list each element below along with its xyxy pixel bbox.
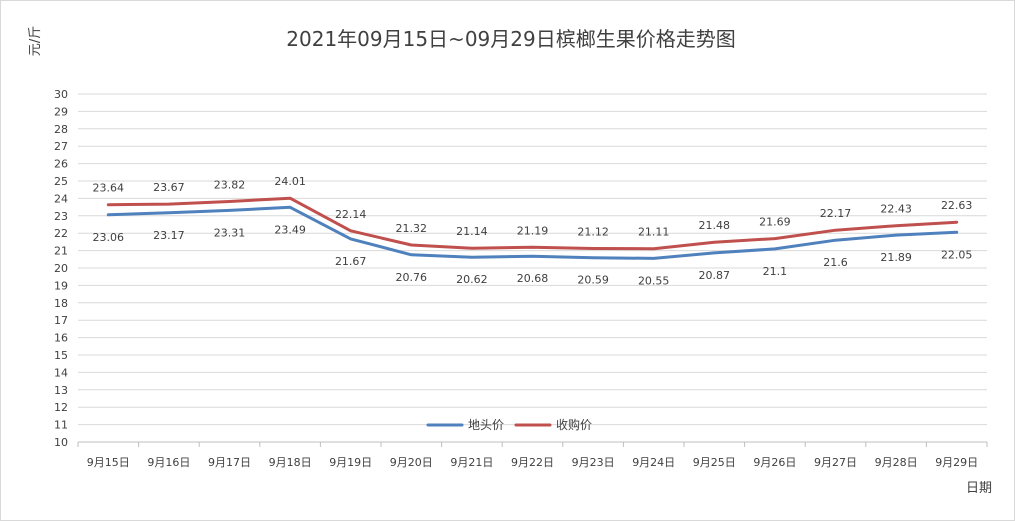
y-axis-ticks: 10 11 12 13 14 15 16 17 18 19 20 21 22 23 24 25 26 27 28 29… (54, 88, 68, 449)
data-label: 21.6 (823, 256, 848, 269)
series-line-ditou (106, 205, 959, 260)
data-label: 20.62 (456, 273, 488, 286)
x-tick-label: 9月29日 (935, 456, 978, 469)
y-tick-label: 20 (54, 262, 68, 275)
data-label: 20.87 (699, 269, 731, 282)
data-label: 21.12 (577, 226, 609, 239)
data-label: 23.49 (274, 223, 306, 236)
data-label: 23.17 (153, 229, 185, 242)
x-tick-label: 9月17日 (208, 456, 251, 469)
data-labels: 23.06 23.17 23.31 23.49 21.67 20.76 20.62 20.68… (93, 175, 973, 287)
gridlines (78, 93, 987, 443)
y-tick-label: 27 (54, 140, 68, 153)
x-tick-label: 9月20日 (390, 456, 433, 469)
series-line-shougou (106, 196, 959, 251)
y-tick-label: 28 (54, 123, 68, 136)
data-label: 22.63 (941, 199, 973, 212)
data-label: 23.31 (214, 226, 246, 239)
y-tick-label: 19 (54, 279, 68, 292)
data-label: 20.59 (577, 274, 609, 287)
data-label: 24.01 (274, 175, 306, 188)
data-label: 21.32 (396, 222, 428, 235)
x-tick-label: 9月27日 (814, 456, 857, 469)
y-tick-label: 18 (54, 297, 68, 310)
y-tick-label: 26 (54, 158, 68, 171)
data-label: 21.67 (335, 255, 367, 268)
y-tick-label: 23 (54, 210, 68, 223)
y-tick-label: 11 (54, 419, 68, 432)
data-label: 22.17 (820, 207, 852, 220)
y-tick-label: 15 (54, 349, 68, 362)
y-tick-label: 29 (54, 105, 68, 118)
data-label: 21.11 (638, 226, 670, 239)
legend-label: 地头价 (468, 418, 504, 432)
x-tick-label: 9月25日 (693, 456, 736, 469)
x-tick-label: 9月21日 (450, 456, 493, 469)
data-label: 23.67 (153, 181, 185, 194)
y-tick-label: 25 (54, 175, 68, 188)
data-label: 23.82 (214, 179, 246, 192)
y-tick-label: 12 (54, 401, 68, 414)
data-label: 20.68 (517, 272, 549, 285)
x-axis-ticks: 9月15日 9月16日 9月17日 9月18日 9月19日 9月20日 9月21日 9月22日… (77, 442, 988, 469)
x-tick-label: 9月16日 (147, 456, 190, 469)
x-tick-label: 9月19日 (329, 456, 372, 469)
y-tick-label: 13 (54, 384, 68, 397)
data-label: 23.64 (93, 182, 125, 195)
data-label: 22.43 (880, 203, 912, 216)
x-tick-label: 9月23日 (572, 456, 615, 469)
y-tick-label: 22 (54, 227, 68, 240)
data-label: 22.14 (335, 208, 367, 221)
y-tick-label: 10 (54, 436, 68, 449)
data-label: 23.06 (93, 231, 125, 244)
legend-label: 收购价 (556, 417, 592, 432)
data-label: 21.48 (699, 219, 731, 232)
x-tick-label: 9月18日 (269, 456, 312, 469)
y-tick-label: 16 (54, 332, 68, 345)
x-tick-label: 9月15日 (87, 456, 130, 469)
chart-title: 2021年09月15日~09月29日槟榔生果价格走势图 (286, 27, 735, 51)
x-tick-label: 9月24日 (632, 456, 675, 469)
y-tick-label: 24 (54, 192, 68, 205)
series-lines (106, 196, 959, 260)
y-tick-label: 14 (54, 366, 68, 379)
y-tick-label: 17 (54, 314, 68, 327)
x-tick-label: 9月26日 (753, 456, 796, 469)
data-label: 21.1 (763, 265, 788, 278)
data-label: 20.76 (396, 271, 428, 284)
data-label: 21.89 (880, 251, 912, 264)
x-tick-label: 9月22日 (511, 456, 554, 469)
data-label: 20.55 (638, 274, 670, 287)
y-axis-title: 元/斤 (28, 26, 43, 56)
data-label: 21.14 (456, 225, 488, 238)
x-tick-label: 9月28日 (875, 456, 918, 469)
y-tick-label: 21 (54, 245, 68, 258)
data-label: 22.05 (941, 248, 973, 261)
data-label: 21.69 (759, 216, 791, 229)
y-tick-label: 30 (54, 88, 68, 101)
x-axis-title: 日期 (966, 481, 992, 496)
legend: 地头价 收购价 (426, 417, 592, 432)
data-label: 21.19 (517, 224, 549, 237)
